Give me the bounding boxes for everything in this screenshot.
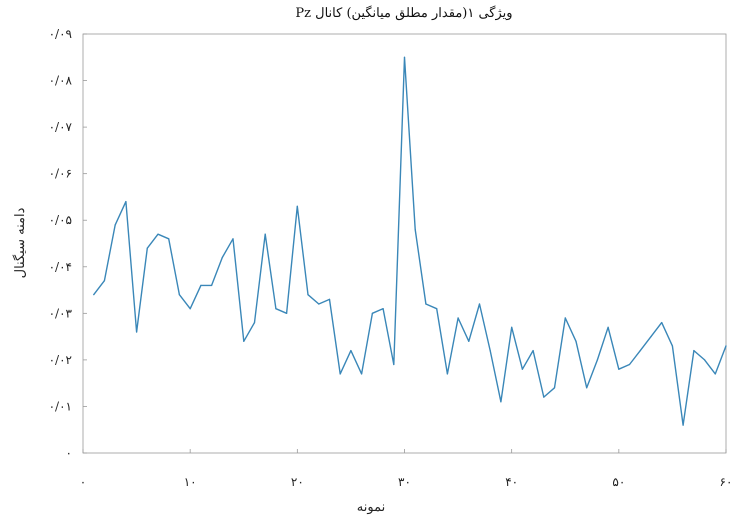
data-point [243,340,245,342]
data-point [211,284,213,286]
data-point [136,331,138,333]
y-tick-label: ۰/۰۴ [49,260,72,274]
data-point [650,336,652,338]
data-point [114,224,116,226]
data-point [575,340,577,342]
data-point [693,350,695,352]
data-point [425,303,427,305]
data-point [318,303,320,305]
y-tick-label: ۰/۰۸ [49,74,73,88]
x-axis: ۰ ۱۰ ۲۰ ۳۰ ۴۰ ۵۰ ۶۰ [80,449,733,489]
data-point [125,201,127,203]
data-point [286,312,288,314]
data-point [532,350,534,352]
data-point [478,303,481,305]
data-point [639,350,641,352]
data-point [253,322,256,324]
chart-title: ویژگی ۱(مقدار مطلق میانگین) کانال Pz [295,5,512,21]
y-tick-label: ۰/۰۶ [49,167,72,181]
data-point [457,317,459,319]
data-point [103,280,105,282]
data-point [436,308,438,310]
data-point [350,350,352,352]
data-point [468,340,470,342]
data-point [521,368,524,370]
data-point [275,308,277,310]
data-point [382,308,384,310]
y-axis: ۰ ۰/۰۱ ۰/۰۲ ۰/۰۳ ۰/۰۴ ۰/۰۵ ۰/۰۶ ۰/۰۷ ۰/۰۸ ۰/۰۹ [49,27,87,460]
data-point [264,233,266,235]
y-tick-label: ۰/۰۱ [49,399,72,413]
data-point [682,424,684,426]
y-tick-label: ۰/۰۲ [49,353,72,367]
data-point [328,298,331,300]
data-point [704,359,706,361]
data-point [178,294,180,296]
data-point [403,56,406,58]
data-point [671,345,674,347]
data-point [232,238,234,240]
data-point [146,247,148,249]
data-point [500,401,502,403]
y-tick-label: ۰/۰۵ [49,213,72,227]
data-point [661,322,663,324]
y-tick-label: ۰/۰۹ [49,27,72,41]
data-point [628,363,631,366]
data-point [564,317,566,319]
data-point [361,373,363,375]
x-tick-label: ۱۰ [184,475,197,489]
data-point [553,387,556,389]
x-tick-label: ۰ [80,475,86,489]
x-tick-label: ۵۰ [612,475,625,489]
y-tick-label: ۰ [66,446,72,460]
data-point [446,373,448,375]
y-axis-label: دامنه سیگنال [12,207,28,278]
data-point [543,396,545,398]
data-point [307,294,309,296]
data-point [489,350,491,352]
x-tick-label: ۶۰ [720,475,733,489]
data-point [200,284,202,286]
y-tick-label: ۰/۰۷ [49,120,73,134]
data-point [296,205,298,207]
x-tick-label: ۳۰ [398,475,411,489]
data-point [511,326,513,328]
data-point [93,294,95,296]
data-point [414,228,416,231]
x-tick-label: ۲۰ [291,475,304,489]
data-point [189,308,191,310]
data-point [371,312,373,314]
x-tick-label: ۴۰ [505,475,518,489]
y-tick-label: ۰/۰۳ [49,306,73,320]
data-point [586,387,588,389]
plot-frame [82,33,727,454]
series-line [93,56,727,426]
data-point [607,326,609,328]
data-point [596,359,599,361]
data-point [725,345,727,347]
data-point [714,373,716,375]
x-axis-label: نمونه [357,500,385,515]
data-point [221,256,223,259]
data-point [168,238,170,240]
data-point [339,373,341,375]
data-point [393,363,395,366]
data-point [618,368,620,370]
data-point [157,233,159,235]
